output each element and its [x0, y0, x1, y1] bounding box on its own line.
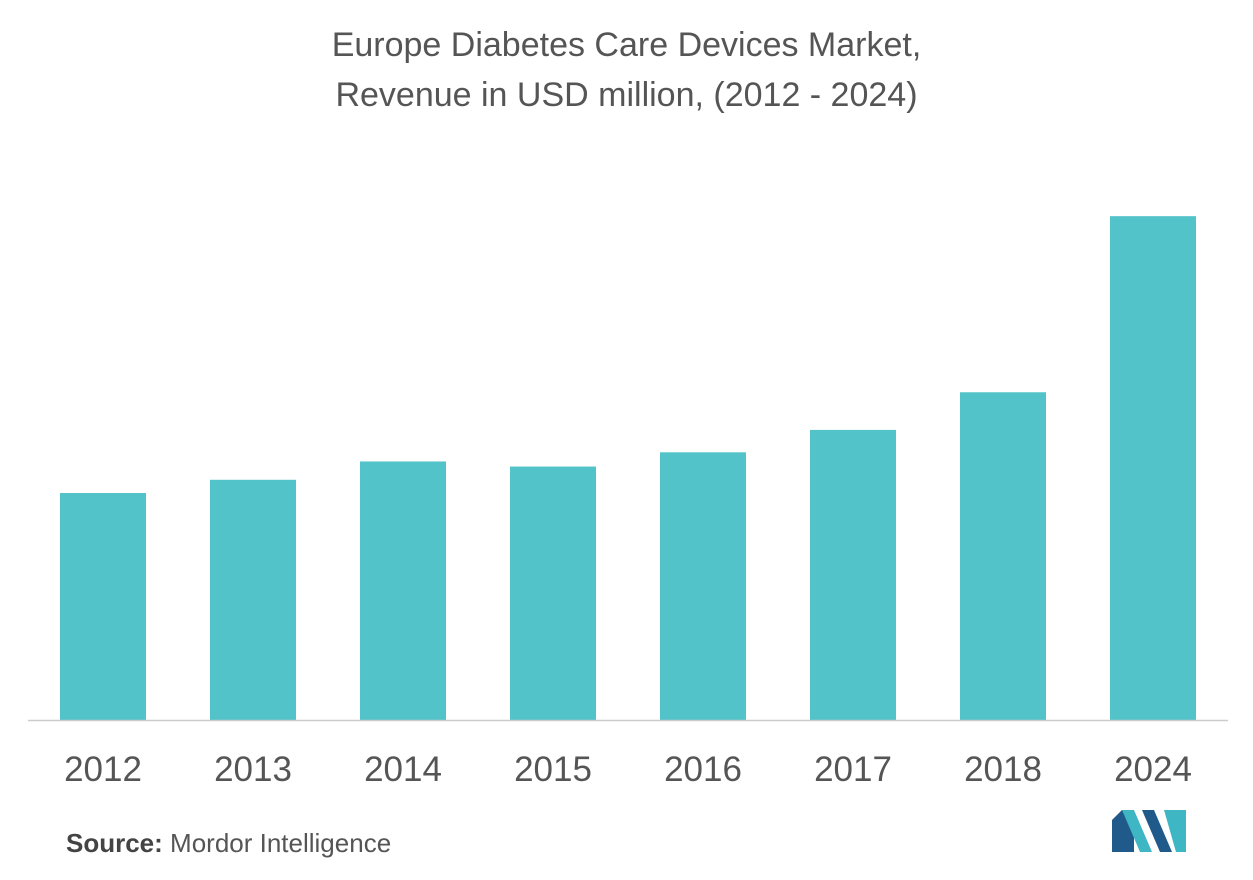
x-tick-label-2015: 2015	[514, 750, 592, 789]
x-tick-label-2013: 2013	[214, 750, 292, 789]
bar-2018	[960, 392, 1046, 720]
source-value: Mordor Intelligence	[162, 828, 392, 858]
bar-2012	[60, 493, 146, 720]
bar-2013	[210, 479, 296, 720]
x-tick-label-2014: 2014	[364, 750, 442, 789]
source-note: Source: Mordor Intelligence	[66, 828, 391, 859]
bar-2014	[360, 461, 446, 720]
x-tick-label-2024: 2024	[1114, 750, 1192, 789]
bar-2015	[510, 466, 596, 720]
chart-title-line-2: Revenue in USD million, (2012 - 2024)	[335, 76, 918, 114]
x-tick-label-2017: 2017	[814, 750, 892, 789]
bar-2016	[660, 452, 746, 720]
chart-title-line-1: Europe Diabetes Care Devices Market,	[331, 26, 922, 64]
x-tick-label-2012: 2012	[64, 750, 142, 789]
bar-2024	[1110, 216, 1196, 721]
mordor-intelligence-logo-icon	[1112, 810, 1186, 852]
bar-2017	[810, 429, 896, 720]
x-tick-label-2016: 2016	[664, 750, 742, 789]
x-tick-label-2018: 2018	[964, 750, 1042, 789]
chart-title: Europe Diabetes Care Devices Market, Rev…	[0, 20, 1253, 120]
source-label: Source:	[66, 828, 163, 858]
